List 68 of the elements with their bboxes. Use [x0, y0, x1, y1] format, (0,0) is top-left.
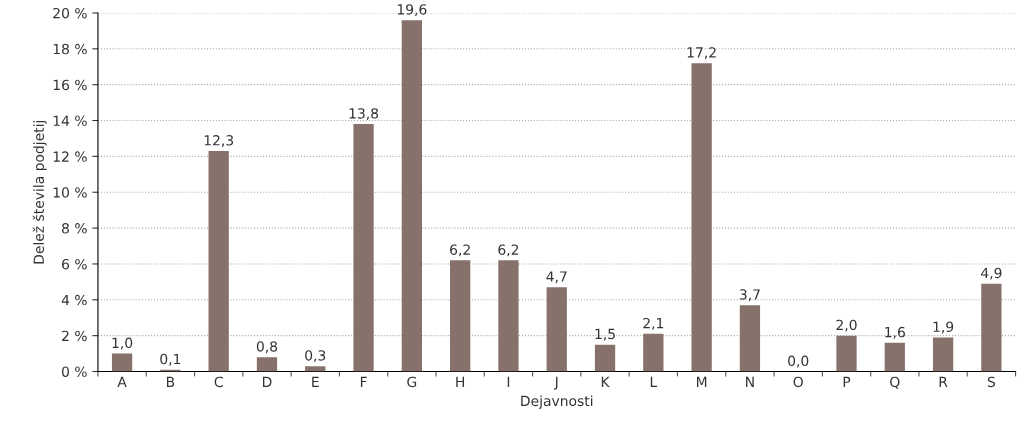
y-tick-label: 12 %: [53, 151, 87, 162]
bar: [932, 337, 954, 372]
bar: [739, 305, 761, 372]
x-tick-label: L: [650, 376, 658, 387]
data-label: 12,3: [204, 135, 234, 147]
x-tick-label: R: [939, 376, 948, 387]
y-tick-label: 8 %: [62, 223, 87, 234]
x-tick-label: I: [507, 376, 510, 387]
bar: [594, 344, 616, 372]
y-tick-label: 10 %: [53, 187, 87, 198]
x-tick-label: D: [262, 376, 272, 387]
data-label: 4,7: [546, 271, 567, 284]
data-label: 6,2: [498, 244, 519, 257]
bar: [305, 366, 326, 372]
bar: [256, 357, 278, 372]
data-label: 1,6: [885, 326, 905, 339]
data-label: 1,5: [595, 328, 615, 341]
y-tick-label: 20 %: [53, 7, 87, 19]
data-label: 2,1: [643, 317, 664, 330]
x-tick-label: O: [793, 376, 803, 388]
x-tick-label: J: [553, 376, 558, 390]
data-label: 13,8: [349, 108, 379, 121]
x-tick-label: B: [166, 376, 175, 387]
bar: [450, 260, 471, 372]
bar: [498, 260, 519, 372]
bar: [111, 353, 133, 372]
y-tick-label: 14 %: [53, 115, 87, 126]
x-tick-label: A: [117, 376, 127, 387]
x-tick-label: K: [601, 376, 610, 387]
x-tick-label: F: [360, 376, 367, 387]
data-label: 0,0: [788, 355, 809, 368]
x-tick-label: E: [312, 376, 319, 387]
y-tick-label: 2 %: [62, 330, 87, 342]
data-label: 0,1: [160, 353, 181, 366]
data-label: 1,9: [933, 321, 954, 334]
bar: [208, 151, 229, 372]
bar: [401, 20, 422, 372]
bar: [546, 287, 567, 372]
data-label: 4,9: [981, 267, 1002, 280]
data-label: 0,8: [256, 341, 278, 354]
bar: [691, 63, 712, 372]
data-label: 0,3: [305, 350, 326, 363]
data-label: 1,0: [112, 337, 133, 350]
data-label: 17,2: [687, 47, 716, 60]
y-tick-label: 4 %: [61, 294, 87, 306]
x-tick-label: C: [214, 376, 223, 388]
x-tick-label: G: [407, 376, 417, 388]
bar: [353, 124, 374, 372]
y-axis-title: Delež števila podjetij: [32, 120, 47, 264]
data-label: 3,7: [739, 289, 760, 302]
y-tick-label: 0 %: [62, 366, 87, 377]
y-tick-label: 6 %: [62, 258, 87, 270]
data-label: 19,6: [397, 4, 427, 17]
x-tick-label: N: [746, 376, 754, 387]
x-axis-title: Dejavnosti: [521, 395, 593, 409]
y-tick-label: 16 %: [53, 79, 87, 91]
data-label: 6,2: [450, 244, 470, 257]
x-tick-label: P: [843, 376, 851, 387]
x-tick-label: S: [987, 376, 996, 388]
data-label: 2,0: [836, 319, 857, 332]
x-tick-label: M: [696, 376, 707, 387]
y-tick-label: 18 %: [53, 43, 87, 55]
bar: [981, 283, 1002, 372]
bar: [643, 333, 664, 372]
bar: [836, 335, 857, 372]
x-tick-label: H: [456, 376, 465, 387]
bar: [884, 342, 905, 372]
x-tick-label: Q: [890, 376, 900, 389]
